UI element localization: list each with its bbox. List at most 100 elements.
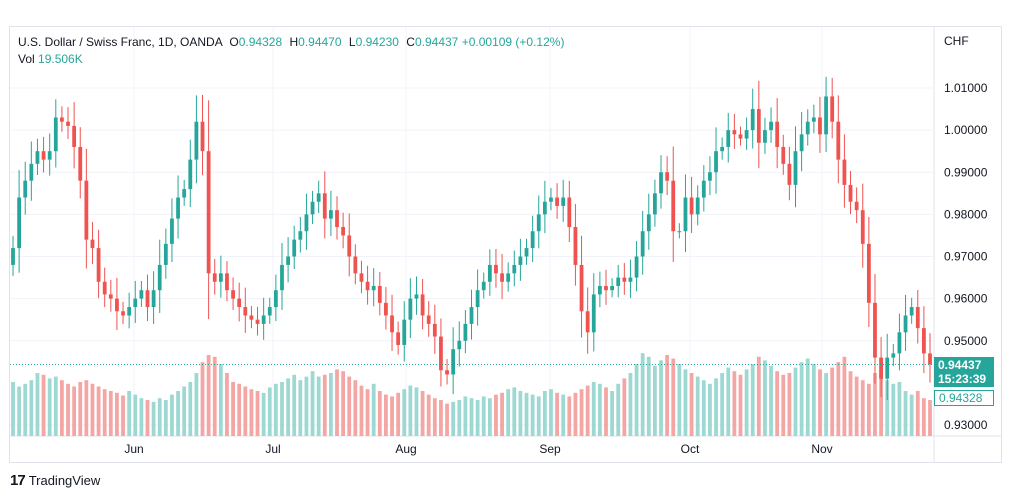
candle-body [377,285,382,303]
candle-body [347,235,352,257]
candle-body [292,239,297,257]
volume-bar [365,389,370,436]
tradingview-brand[interactable]: 17 TradingView [10,472,100,489]
x-tick-label: Jun [124,442,143,456]
volume-bar [805,358,810,436]
volume-bar [506,389,511,436]
volume-bar [573,392,578,436]
candle-body [665,172,670,181]
volume-bar [536,396,541,436]
candle-body [671,180,676,232]
candle-body [41,151,46,160]
candle-body [17,197,22,249]
volume-bar [854,376,859,436]
candle-body [873,302,877,358]
candle-body [170,218,174,244]
candle-body [653,193,657,215]
volume-bar [200,362,205,436]
candle-body [542,201,547,215]
candle-body [775,121,780,147]
volume-bar [35,373,40,436]
volume-bar [231,382,235,436]
volume-bar [622,378,627,436]
volume-bar [726,367,731,436]
volume-bar [335,369,339,436]
candle-body [127,307,132,316]
volume-bar [671,358,676,436]
x-tick-label: Nov [811,442,832,456]
candle-body [744,130,749,139]
candle-body [720,146,725,152]
candle-body [506,273,511,282]
volume-bar [818,369,822,436]
candle-body [628,277,633,282]
volume-bar [781,374,786,436]
volume-bar [653,365,657,436]
open-value: 0.94328 [238,35,283,49]
volume-label[interactable]: Vol [18,52,35,66]
candle-body [750,109,755,131]
candle-body [708,172,712,181]
volume-bar [280,382,284,436]
volume-bar [763,360,767,436]
candle-body [481,281,486,291]
close-label: C [406,35,415,49]
y-tick-label: 1.01000 [944,81,988,95]
volume-bar [292,374,297,436]
volume-bar [695,376,700,436]
candle-body [500,273,504,282]
x-tick-label: Aug [395,442,416,456]
volume-bar [359,385,364,436]
candle-body [646,214,651,232]
x-tick-label: Sep [539,442,561,456]
candle-body [866,243,871,303]
candle-body [231,290,235,299]
candle-body [854,201,859,211]
volume-bar [604,387,608,436]
candle-body [11,248,15,265]
volume-bar [176,391,180,436]
candle-body [915,307,920,329]
last-price-value: 0.94437 [938,358,982,372]
volume-bar [255,391,260,436]
symbol-title[interactable]: U.S. Dollar / Swiss Franc, 1D, OANDA [18,35,223,49]
candle-body [677,231,682,233]
candle-body [475,290,480,308]
last-price-tag: 0.94437 15:23:39 [934,357,994,387]
candle-body [756,109,761,143]
candle-body [836,121,841,160]
volume-bar [273,383,278,436]
candle-body [371,285,376,291]
currency-label[interactable]: CHF [944,34,969,48]
volume-bar [640,353,645,436]
candle-body [714,151,718,173]
high-label: H [289,35,299,49]
candle-body [182,189,187,198]
candle-body [414,294,419,299]
candle-body [536,214,541,232]
volume-bar [66,383,70,436]
brand-name: TradingView [28,473,101,488]
volume-bar [108,391,113,436]
candle-body [78,146,83,181]
candle-body [891,353,896,358]
y-tick-label: 0.95000 [944,334,988,348]
candle-body [72,125,77,147]
candle-body [445,370,449,375]
candle-body [604,285,608,291]
volume-bar [457,400,462,436]
volume-bar [127,391,132,436]
volume-bar [249,389,254,436]
volume-bar [218,364,223,436]
volume-bar [512,387,517,436]
candle-body [267,307,272,316]
volume-bar [72,386,77,436]
volume-bar [29,380,34,436]
candle-body [701,180,706,198]
volume-bar [487,398,492,436]
candle-body [121,311,125,316]
volume-bar [341,371,346,436]
volume-bar [194,373,199,436]
candle-body [805,121,810,135]
